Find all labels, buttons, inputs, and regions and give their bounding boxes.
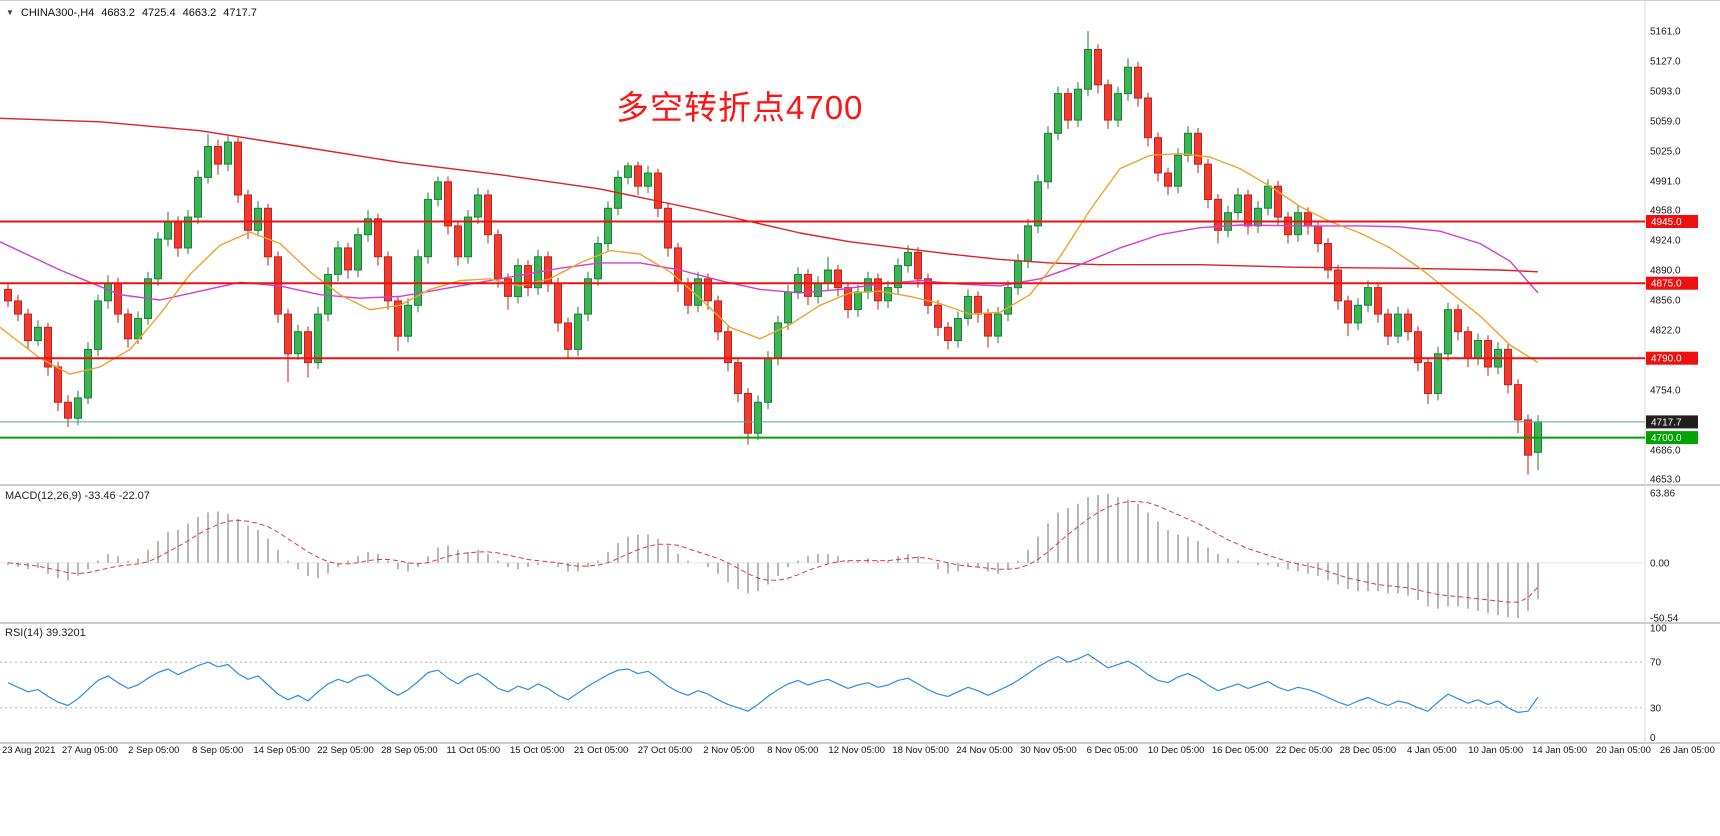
symbol-info: ▼ CHINA300-,H4 4683.2 4725.4 4663.2 4717… [6, 7, 257, 19]
ohlc-close: 4717.7 [223, 7, 257, 19]
price-tick-label: 4991.0 [1650, 176, 1681, 187]
symbol-period-label: CHINA300-,H4 [20, 7, 95, 19]
time-scale[interactable]: 23 Aug 2021 27 Aug 05:00 2 Sep 05:00 8 Sep … [0, 745, 1720, 761]
price-tick-label: 5059.0 [1650, 117, 1681, 128]
price-tag-4875.0: 4875.0 [1646, 276, 1698, 290]
time-label: 8 Nov 05:00 [767, 745, 819, 756]
ohlc-open: 4683.2 [101, 7, 135, 19]
price-tick-label: 5127.0 [1650, 57, 1681, 68]
chart-canvas[interactable]: 5161.0 5127.0 5093.0 5059.0 5025.0 4991.0 4958… [0, 1, 1720, 761]
rsi-label: RSI(14) 39.3201 [5, 627, 86, 639]
symbol-dropdown-icon[interactable]: ▼ [6, 8, 14, 17]
ma-long-red-line [0, 117, 1539, 273]
price-tag-4945.0: 4945.0 [1646, 215, 1698, 228]
ma-mid-magenta-line [0, 224, 1539, 301]
svg-text:0: 0 [1650, 733, 1656, 744]
svg-text:0.00: 0.00 [1650, 558, 1670, 569]
price-tick-label: 4924.0 [1650, 236, 1681, 247]
svg-text:4700.0: 4700.0 [1651, 433, 1682, 444]
price-tag-4700.0: 4700.0 [1646, 431, 1698, 445]
svg-text:63.86: 63.86 [1650, 489, 1675, 500]
price-tick-label: 4822.0 [1650, 326, 1681, 337]
time-label: 10 Jan 05:00 [1468, 745, 1524, 756]
svg-text:4790.0: 4790.0 [1651, 354, 1682, 365]
ohlc-high: 4725.4 [141, 7, 176, 19]
rsi-line [7, 653, 1539, 714]
svg-text:4945.0: 4945.0 [1651, 217, 1682, 228]
rsi-scale[interactable]: 100 70 30 0 [1650, 624, 1667, 745]
price-tick-label: 5093.0 [1650, 87, 1681, 98]
time-label: 22 Dec 05:00 [1275, 745, 1333, 756]
svg-text:4875.0: 4875.0 [1651, 279, 1682, 290]
time-label: 8 Sep 05:00 [192, 745, 244, 756]
svg-text:-50.54: -50.54 [1650, 614, 1679, 625]
ma-short-orange-line [0, 152, 1539, 375]
price-tick-label: 5161.0 [1650, 27, 1681, 38]
time-label: 2 Nov 05:00 [703, 745, 755, 756]
macd-label: MACD(12,26,9) -33.46 -22.07 [5, 490, 150, 502]
price-tick-label: 4856.0 [1650, 296, 1681, 307]
time-label: 22 Sep 05:00 [317, 745, 374, 756]
ohlc-low: 4663.2 [182, 7, 217, 19]
time-label: 26 Jan 05:00 [1659, 745, 1715, 756]
price-tag-4790.0: 4790.0 [1646, 351, 1698, 365]
svg-text:30: 30 [1650, 703, 1662, 714]
time-label: 23 Aug 2021 [2, 745, 56, 756]
time-label: 10 Dec 05:00 [1147, 745, 1205, 756]
price-tick-label: 4686.0 [1650, 445, 1681, 456]
panel-separators[interactable] [0, 1, 1720, 744]
time-label: 28 Sep 05:00 [381, 745, 438, 756]
svg-text:4717.7: 4717.7 [1651, 417, 1682, 428]
time-label: 14 Sep 05:00 [253, 745, 310, 756]
time-label: 21 Oct 05:00 [573, 745, 629, 756]
time-label: 15 Oct 05:00 [509, 745, 565, 756]
time-label: 12 Nov 05:00 [828, 745, 885, 756]
price-tick-label: 4890.0 [1650, 266, 1681, 277]
macd-signal-line [7, 501, 1539, 603]
price-tick-label: 5025.0 [1650, 146, 1681, 157]
macd-histogram [0, 493, 1645, 618]
time-label: 4 Jan 05:00 [1406, 745, 1457, 756]
time-label: 20 Jan 05:00 [1596, 745, 1651, 756]
time-label: 16 Dec 05:00 [1211, 745, 1269, 756]
svg-text:70: 70 [1650, 658, 1662, 669]
price-tick-label: 4754.0 [1650, 385, 1681, 396]
svg-text:100: 100 [1650, 624, 1667, 635]
time-label: 11 Oct 05:00 [446, 745, 501, 756]
rsi-levels [0, 661, 1645, 709]
price-tick-label: 4653.0 [1650, 475, 1681, 486]
time-label: 18 Nov 05:00 [892, 745, 949, 756]
chart-annotation-text[interactable]: 多空转折点4700 [616, 89, 864, 126]
price-tag-4717.7: 4717.7 [1646, 415, 1698, 429]
macd-scale[interactable]: 63.86 0.00 -50.54 [1650, 489, 1679, 625]
time-label: 6 Dec 05:00 [1086, 745, 1138, 756]
time-label: 24 Nov 05:00 [956, 745, 1013, 756]
time-label: 28 Dec 05:00 [1339, 745, 1397, 756]
time-label: 14 Jan 05:00 [1532, 745, 1588, 756]
time-label: 30 Nov 05:00 [1020, 745, 1077, 756]
time-label: 27 Oct 05:00 [637, 745, 693, 756]
time-label: 2 Sep 05:00 [128, 745, 180, 756]
price-tick-label: 4958.0 [1650, 206, 1681, 217]
time-label: 27 Aug 05:00 [61, 745, 118, 756]
